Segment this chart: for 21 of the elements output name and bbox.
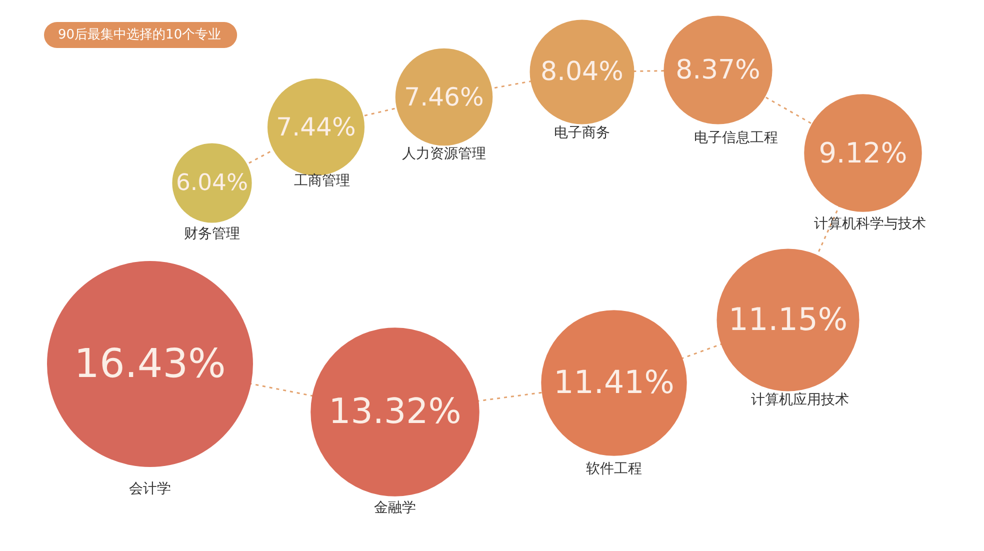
data-label: 13.32%	[328, 392, 462, 432]
category-label: 计算机科学与技术	[814, 216, 926, 232]
data-label: 8.37%	[676, 54, 760, 86]
data-label: 6.04%	[176, 170, 248, 196]
category-label: 会计学	[129, 481, 171, 497]
data-label: 8.04%	[540, 57, 624, 87]
category-label: 电子信息工程	[694, 130, 778, 146]
category-label: 软件工程	[586, 461, 642, 477]
category-label: 电子商务	[554, 125, 610, 141]
category-label: 金融学	[374, 500, 416, 516]
category-label: 计算机应用技术	[751, 392, 849, 408]
data-label: 7.44%	[276, 112, 356, 142]
category-label: 工商管理	[294, 173, 350, 189]
data-label: 11.41%	[554, 365, 674, 401]
category-label: 人力资源管理	[402, 146, 486, 162]
category-label: 财务管理	[184, 226, 240, 242]
data-label: 9.12%	[818, 136, 908, 170]
data-label: 11.15%	[728, 302, 848, 338]
text: 90后最集中选择的10个专业	[58, 28, 222, 42]
data-label: 7.46%	[404, 82, 484, 112]
data-label: 16.43%	[74, 341, 226, 387]
